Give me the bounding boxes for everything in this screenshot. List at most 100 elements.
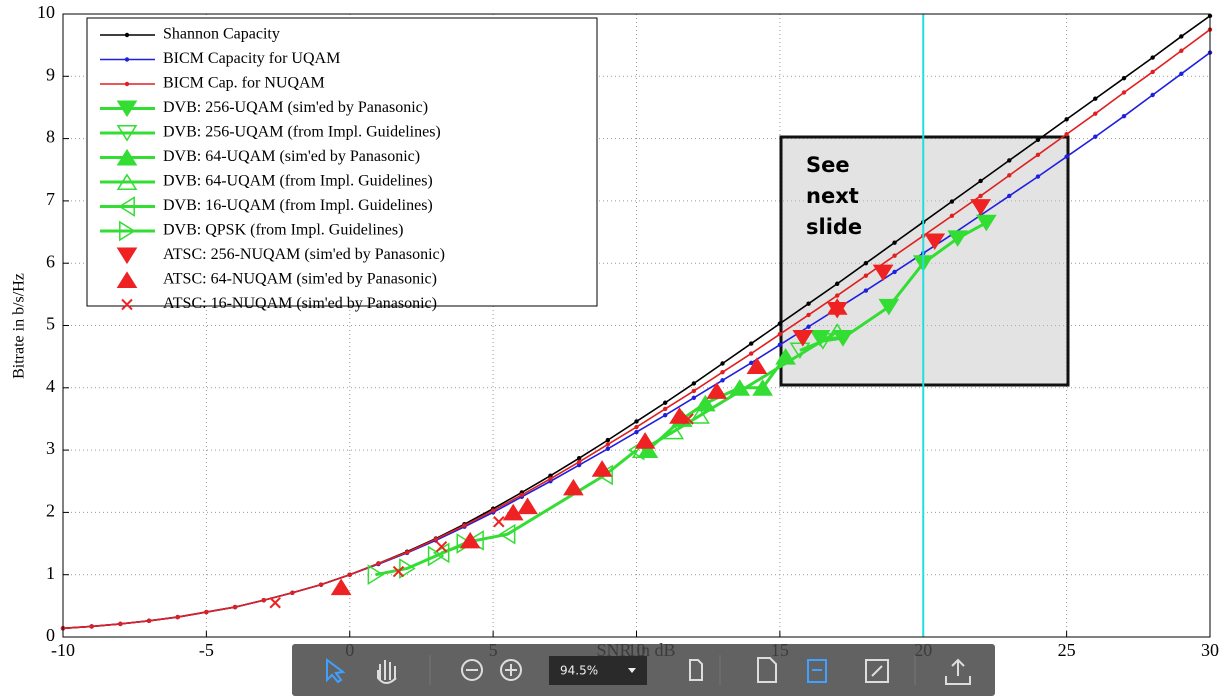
marker	[662, 400, 668, 405]
marker	[204, 609, 209, 615]
select-tool[interactable]	[326, 658, 346, 684]
marker	[605, 446, 611, 452]
marker	[746, 357, 768, 374]
marker	[591, 460, 613, 477]
marker	[1121, 75, 1127, 81]
marker	[1150, 69, 1155, 75]
marker	[691, 395, 697, 400]
marker	[404, 550, 410, 555]
marker	[777, 321, 783, 326]
marker	[978, 193, 983, 199]
marker	[1093, 96, 1098, 101]
fit-height[interactable]	[757, 657, 777, 683]
y-tick-label: 8	[46, 127, 55, 147]
zoom-out[interactable]	[461, 659, 483, 681]
marker	[947, 230, 969, 247]
fit-width[interactable]	[807, 659, 827, 683]
toolbar: 94.5%	[292, 644, 995, 696]
marker	[576, 455, 582, 461]
marker	[863, 273, 869, 278]
marker	[318, 582, 324, 587]
marker	[435, 540, 448, 553]
marker	[517, 497, 538, 515]
marker	[806, 324, 811, 329]
full-screen[interactable]	[865, 659, 889, 683]
annotation: See next slide	[806, 153, 862, 239]
marker	[576, 459, 582, 465]
marker	[89, 624, 94, 629]
zoom-dropdown[interactable]	[628, 668, 636, 673]
axes-frame	[62, 13, 1211, 638]
marker	[1179, 48, 1184, 53]
legend-label: ATSC: 256-NUQAM (sim'ed by Panasonic)	[163, 246, 445, 263]
marker	[970, 199, 991, 216]
series-line	[375, 542, 466, 577]
y-tick-label: 7	[46, 189, 55, 209]
legend-label: DVB: 256-UQAM (from Impl. Guidelines)	[163, 124, 441, 141]
marker	[691, 388, 697, 394]
marker	[752, 379, 774, 396]
marker	[1064, 154, 1069, 159]
marker	[812, 333, 834, 350]
marker	[634, 429, 639, 435]
marker	[706, 382, 728, 399]
marker	[1093, 134, 1098, 139]
marker	[576, 462, 582, 468]
marker	[689, 407, 710, 424]
legend-label: BICM Cap. for NUQAM	[163, 75, 325, 92]
zoom-level: 94.5%	[560, 664, 598, 678]
marker	[330, 578, 352, 596]
marker	[347, 572, 352, 577]
marker	[290, 590, 295, 595]
y-tick-label: 6	[46, 251, 55, 271]
marker	[663, 422, 685, 440]
marker	[806, 312, 811, 318]
marker	[749, 351, 754, 356]
marker	[124, 81, 130, 87]
y-axis-label: Bitrate in b/s/Hz	[11, 273, 28, 379]
marker	[146, 618, 152, 624]
marker	[792, 330, 814, 347]
hand-tool[interactable]	[377, 660, 397, 684]
legend-label: ATSC: 16-NUQAM (sim'ed by Panasonic)	[163, 295, 437, 312]
marker	[1121, 113, 1127, 119]
marker	[116, 173, 138, 190]
page-tool[interactable]	[689, 659, 703, 681]
legend-label: ATSC: 64-NUQAM (sim'ed by Panasonic)	[163, 271, 437, 288]
y-tick-label: 3	[46, 438, 55, 458]
marker	[1035, 174, 1041, 179]
marker	[493, 516, 505, 528]
marker	[269, 597, 281, 609]
marker	[121, 298, 133, 311]
marker	[634, 419, 639, 424]
share[interactable]	[945, 658, 971, 685]
marker	[924, 233, 946, 251]
zoom-in-plus[interactable]	[505, 664, 517, 676]
legend-label: DVB: 16-UQAM (from Impl. Guidelines)	[163, 197, 433, 214]
y-tick-label: 4	[46, 376, 55, 396]
y-tick-label: 10	[37, 2, 55, 22]
marker	[662, 406, 668, 412]
marker	[892, 240, 897, 245]
x-tick-label: 25	[1058, 640, 1076, 660]
marker	[1093, 111, 1098, 116]
marker	[872, 264, 894, 282]
legend-label: DVB: 256-UQAM (sim'ed by Panasonic)	[163, 99, 428, 116]
zoom-in[interactable]	[500, 659, 522, 681]
y-tick-label: 9	[46, 64, 55, 84]
marker	[662, 413, 668, 418]
legend-label: DVB: 64-UQAM (sim'ed by Panasonic)	[163, 148, 420, 165]
marker	[116, 247, 138, 265]
marker	[1179, 71, 1184, 77]
marker	[975, 214, 997, 232]
legend: Shannon Capacity BICM Capacity for UQAM BI…	[86, 17, 598, 312]
marker	[691, 381, 697, 386]
marker	[1035, 152, 1041, 157]
marker	[892, 253, 897, 258]
marker	[777, 342, 783, 348]
marker	[563, 478, 584, 496]
marker	[1150, 55, 1155, 60]
marker	[116, 100, 138, 118]
marker	[1121, 90, 1127, 95]
